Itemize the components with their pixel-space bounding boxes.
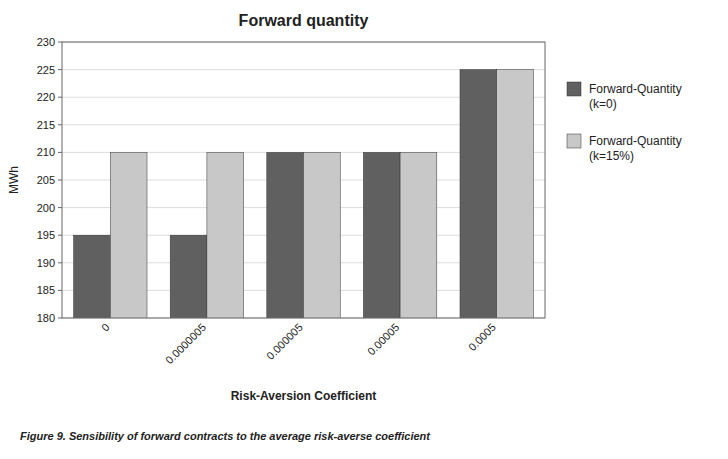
tick-label: 200 <box>37 202 55 214</box>
tick-mark <box>58 180 62 181</box>
bar <box>267 152 304 318</box>
chart-svg: 180 185 190 195 200 205 210 215 220 225 230 0 0.0000… <box>0 0 728 459</box>
tick-label: 0.00005 <box>365 321 402 358</box>
tick-label: 180 <box>37 312 55 324</box>
tick-label: 205 <box>37 174 55 186</box>
tick-label: 230 <box>37 36 55 48</box>
tick-label: 0.0000005 <box>163 321 208 366</box>
tick-mark <box>58 124 62 125</box>
tick-mark <box>58 207 62 208</box>
tick-label: 0.0005 <box>466 321 498 353</box>
bar <box>497 70 534 318</box>
plot-frame <box>62 42 545 318</box>
tick-label: 0.000005 <box>264 321 305 362</box>
legend-swatch <box>567 82 581 96</box>
tick-label: 0 <box>99 321 112 334</box>
tick-label: 190 <box>37 257 55 269</box>
bar <box>170 235 207 318</box>
legend: Forward-Quantity(k=0) Forward-Quantity(k=… <box>567 82 682 163</box>
tick-mark <box>58 97 62 98</box>
tick-mark <box>58 42 62 43</box>
tick-label: 220 <box>37 91 55 103</box>
bar <box>460 70 497 318</box>
legend-label: Forward-Quantity(k=15%) <box>589 134 682 163</box>
tick-mark <box>58 235 62 236</box>
chart-container: 180 185 190 195 200 205 210 215 220 225 230 0 0.0000… <box>0 0 728 459</box>
bar <box>74 235 111 318</box>
tick-label: 185 <box>37 284 55 296</box>
bar <box>110 152 147 318</box>
tick-mark <box>58 318 62 319</box>
tick-mark <box>58 262 62 263</box>
tick-mark <box>58 152 62 153</box>
bar <box>363 152 400 318</box>
bar <box>400 152 437 318</box>
bars <box>74 70 534 318</box>
tick-mark <box>58 69 62 70</box>
tick-label: 210 <box>37 146 55 158</box>
tick-mark <box>58 290 62 291</box>
bar <box>207 152 244 318</box>
tick-label: 195 <box>37 229 55 241</box>
tick-label: 215 <box>37 119 55 131</box>
bar <box>304 152 341 318</box>
tick-label: 225 <box>37 64 55 76</box>
caption: Figure 9. Sensibility of forward contrac… <box>20 430 431 442</box>
x-axis: 0 0.0000005 0.000005 0.00005 0.0005 <box>99 321 498 366</box>
legend-swatch <box>567 134 581 148</box>
x-axis-label: Risk-Aversion Coefficient <box>231 389 377 403</box>
title: Forward quantity <box>239 12 369 29</box>
legend-label: Forward-Quantity(k=0) <box>589 82 682 111</box>
y-axis-label: MWh <box>7 166 21 194</box>
